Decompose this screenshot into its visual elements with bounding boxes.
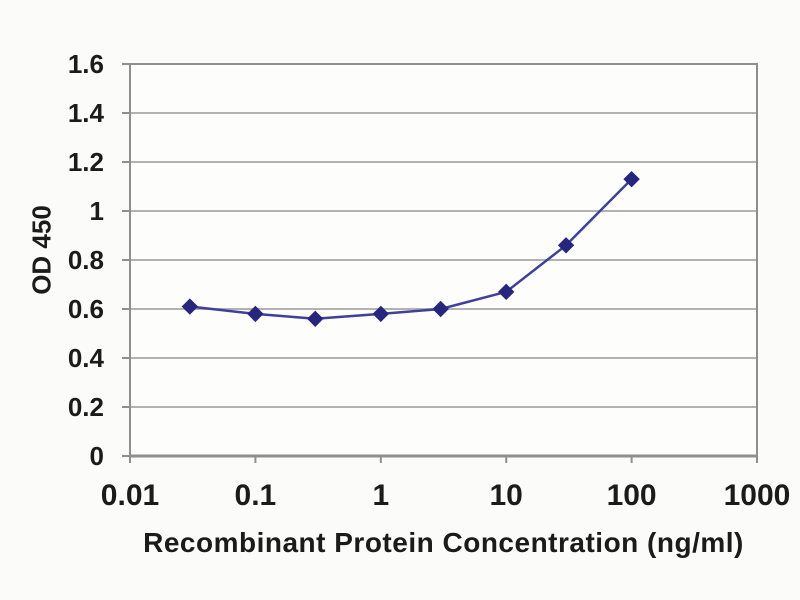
x-tick-label: 0.1 (235, 479, 277, 512)
data-point-marker (497, 283, 515, 301)
y-tick-label: 1.6 (68, 49, 104, 79)
data-point-marker (181, 298, 199, 315)
data-point-marker (557, 237, 575, 254)
data-point-marker (307, 310, 324, 328)
x-tick-label: 10 (490, 479, 523, 512)
data-point-marker (432, 300, 449, 318)
data-point-marker (372, 305, 390, 323)
x-axis-title: Recombinant Protein Concentration (ng/ml… (143, 527, 744, 558)
data-line (188, 177, 633, 321)
data-point-marker (623, 170, 640, 188)
y-tick-label: 1.4 (68, 98, 105, 128)
y-tick-label: 0.2 (68, 392, 104, 422)
y-tick-label: 0.6 (68, 294, 104, 324)
y-tick-label: 1 (90, 196, 104, 226)
y-tick-label: 0.8 (68, 245, 104, 275)
x-tick-label: 1000 (724, 479, 791, 512)
y-tick-label: 1.2 (68, 147, 104, 177)
x-tick-label: 0.01 (101, 479, 159, 512)
y-tick-label: 0 (90, 441, 104, 471)
data-point-marker (247, 305, 264, 323)
y-axis-title: OD 450 (26, 205, 57, 295)
y-tick-label: 0.4 (68, 343, 105, 373)
x-tick-label: 100 (607, 479, 657, 512)
x-tick-label: 1 (372, 479, 389, 512)
